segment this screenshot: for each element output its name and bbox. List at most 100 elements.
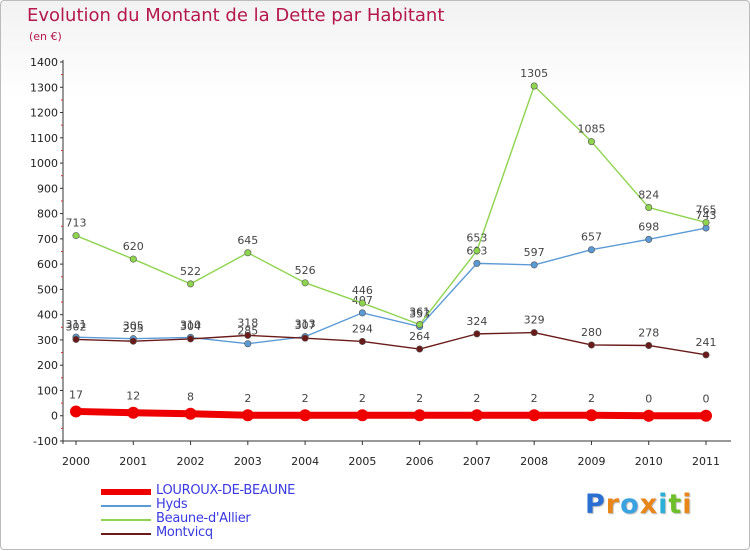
- logo-letter: i: [682, 489, 693, 520]
- chart-title: Evolution du Montant de la Dette par Hab…: [27, 5, 445, 26]
- y-tick-label: -100: [33, 435, 58, 448]
- data-label-beaune-d-allier: 653: [466, 232, 487, 245]
- logo-letter: x: [639, 489, 659, 520]
- data-label-hyds: 310: [180, 318, 201, 331]
- data-label-hyds: 311: [66, 318, 87, 331]
- y-tick-label: 800: [37, 208, 58, 221]
- data-label-louroux-de-beaune: 12: [126, 390, 140, 403]
- data-point-beaune-d-allier: [587, 138, 595, 146]
- legend-label-montvicq: Montvicq: [156, 525, 213, 540]
- y-tick-label: 1100: [30, 132, 58, 145]
- data-point-beaune-d-allier: [645, 204, 653, 212]
- data-label-hyds: 305: [123, 320, 144, 333]
- data-label-beaune-d-allier: 526: [295, 264, 316, 277]
- y-tick-label: 1200: [30, 107, 58, 120]
- legend-swatch-hyds: [101, 505, 151, 507]
- legend-label-hyds: Hyds: [156, 497, 188, 512]
- data-point-beaune-d-allier: [473, 247, 481, 255]
- data-point-louroux-de-beaune: [700, 409, 712, 422]
- x-tick-label: 2005: [348, 455, 376, 468]
- data-label-beaune-d-allier: 713: [66, 217, 87, 230]
- data-point-montvicq: [301, 334, 309, 342]
- data-label-montvicq: 304: [180, 320, 201, 333]
- data-point-montvicq: [473, 330, 481, 338]
- data-point-louroux-de-beaune: [413, 409, 426, 422]
- data-label-louroux-de-beaune: 2: [359, 392, 366, 405]
- x-tick-label: 2011: [692, 455, 720, 468]
- data-point-hyds: [244, 340, 252, 348]
- data-label-montvicq: 295: [123, 322, 144, 335]
- series-line-hyds: [75, 227, 707, 345]
- legend-swatch-montvicq: [101, 533, 151, 535]
- data-label-montvicq: 307: [295, 319, 316, 332]
- data-label-louroux-de-beaune: 0: [703, 393, 710, 406]
- data-label-montvicq: 280: [581, 326, 602, 339]
- data-point-beaune-d-allier: [702, 218, 710, 226]
- data-point-montvicq: [587, 341, 595, 349]
- data-label-beaune-d-allier: 765: [696, 203, 717, 216]
- data-point-louroux-de-beaune: [127, 406, 140, 419]
- data-point-louroux-de-beaune: [70, 405, 82, 418]
- data-point-beaune-d-allier: [129, 255, 137, 263]
- data-label-montvicq: 302: [66, 320, 87, 333]
- data-label-louroux-de-beaune: 17: [69, 388, 83, 401]
- legend-swatch-beaune: [101, 519, 151, 521]
- data-point-louroux-de-beaune: [299, 409, 312, 422]
- x-tick-label: 2001: [119, 455, 147, 468]
- data-point-hyds: [473, 259, 481, 267]
- data-label-beaune-d-allier: 645: [237, 234, 258, 247]
- data-point-hyds: [358, 309, 366, 317]
- logo-letter: r: [605, 489, 621, 520]
- data-point-montvicq: [129, 337, 137, 345]
- data-point-hyds: [645, 235, 653, 243]
- data-point-louroux-de-beaune: [241, 409, 254, 422]
- chart-unit-label: (en €): [29, 30, 62, 43]
- x-tick-label: 2007: [463, 455, 491, 468]
- data-label-beaune-d-allier: 361: [409, 306, 430, 319]
- data-label-montvicq: 278: [638, 326, 659, 339]
- data-label-montvicq: 318: [237, 316, 258, 329]
- legend-label-beaune: Beaune-d'Allier: [156, 511, 251, 526]
- data-point-montvicq: [416, 345, 424, 353]
- data-point-montvicq: [72, 335, 80, 343]
- y-tick-label: 200: [37, 359, 58, 372]
- data-label-louroux-de-beaune: 2: [588, 392, 595, 405]
- data-label-montvicq: 241: [696, 336, 717, 349]
- data-label-montvicq: 329: [524, 314, 545, 327]
- y-tick-label: 1400: [30, 56, 58, 69]
- data-label-hyds: 285: [237, 325, 258, 338]
- data-point-beaune-d-allier: [530, 82, 538, 90]
- data-point-louroux-de-beaune: [470, 409, 483, 422]
- data-label-beaune-d-allier: 1085: [577, 123, 605, 136]
- data-point-montvicq: [530, 329, 538, 337]
- data-point-louroux-de-beaune: [585, 409, 598, 422]
- legend-label-louroux: LOUROUX-DE-BEAUNE: [156, 483, 296, 498]
- x-tick-label: 2009: [577, 455, 605, 468]
- data-point-louroux-de-beaune: [184, 407, 197, 420]
- data-label-beaune-d-allier: 824: [638, 189, 659, 202]
- data-point-montvicq: [358, 337, 366, 345]
- data-point-beaune-d-allier: [72, 232, 80, 240]
- proxiti-logo: Proxiti: [585, 489, 693, 520]
- x-tick-label: 2002: [177, 455, 205, 468]
- logo-letter: P: [585, 489, 606, 520]
- data-label-louroux-de-beaune: 2: [416, 392, 423, 405]
- y-tick-label: 500: [37, 283, 58, 296]
- x-tick-label: 2010: [635, 455, 663, 468]
- data-label-beaune-d-allier: 446: [352, 284, 373, 297]
- y-tick-label: 1300: [30, 81, 58, 94]
- series-line-beaune-d-allier: [75, 85, 707, 326]
- y-tick-label: 600: [37, 258, 58, 271]
- data-label-montvicq: 324: [466, 315, 487, 328]
- data-label-louroux-de-beaune: 2: [244, 392, 251, 405]
- y-tick-label: 400: [37, 309, 58, 322]
- legend-swatch-louroux: [101, 489, 151, 495]
- data-label-montvicq: 264: [409, 330, 430, 343]
- data-label-louroux-de-beaune: 2: [473, 392, 480, 405]
- data-point-louroux-de-beaune: [356, 409, 369, 422]
- data-point-beaune-d-allier: [416, 321, 424, 329]
- series-line-louroux-de-beaune: [72, 407, 710, 420]
- data-point-montvicq: [244, 331, 252, 339]
